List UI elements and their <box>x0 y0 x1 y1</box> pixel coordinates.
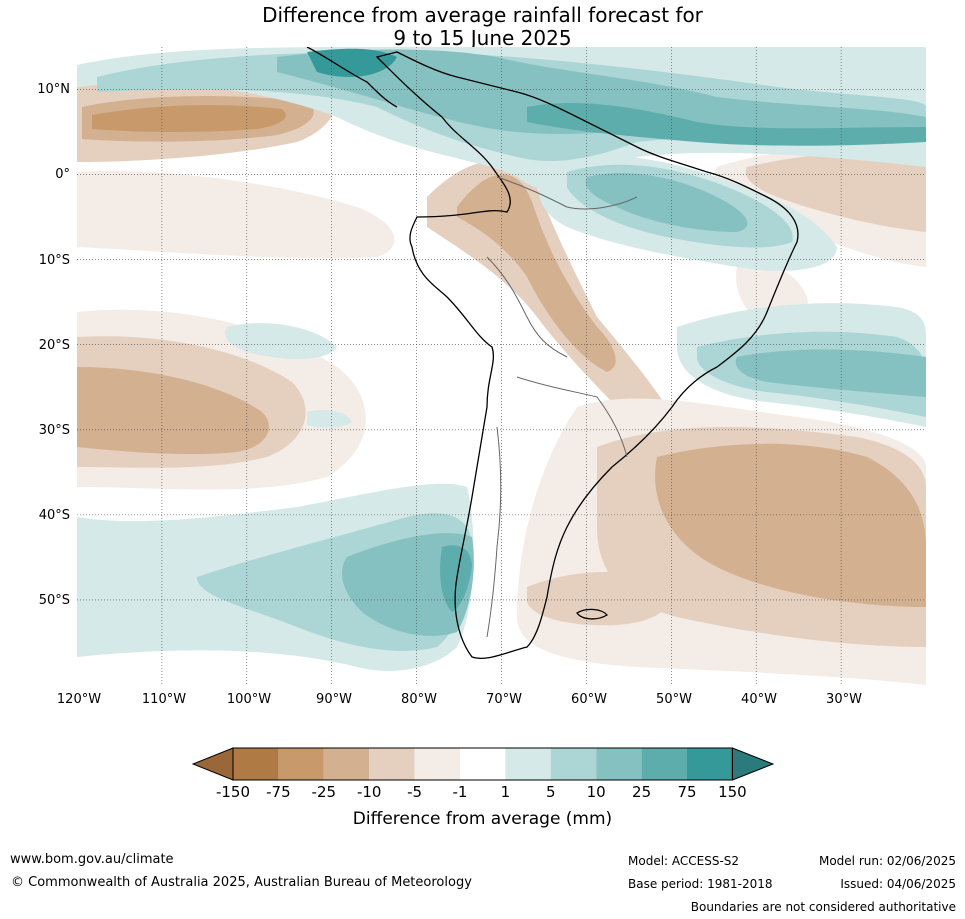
lon-label-40w: 40°W <box>741 692 777 707</box>
lat-label-50s: 50°S <box>38 593 70 608</box>
colorbar-swatch <box>233 748 279 780</box>
colorbar-tick-label: -1 <box>452 783 468 801</box>
lat-label-10s: 10°S <box>38 253 70 268</box>
colorbar-under-arrow <box>191 747 234 781</box>
dry-faint-east-pacific <box>77 171 395 259</box>
lon-label-90w: 90°W <box>316 692 352 707</box>
boundary-northern <box>496 176 638 210</box>
title-line-1: Difference from average rainfall forecas… <box>262 3 703 27</box>
dry-core-southern-tip <box>527 572 670 626</box>
model-run-date: Model run: 02/06/2025 <box>818 854 956 868</box>
colorbar-swatch <box>369 748 415 780</box>
boundary-andes-east <box>486 256 568 358</box>
wet-mid-north <box>527 102 926 146</box>
colorbar-swatch <box>414 748 460 780</box>
lat-label-20s: 20°S <box>38 338 70 353</box>
lon-label-60w: 60°W <box>571 692 607 707</box>
dry-core-equatorial-atlantic <box>745 152 926 232</box>
colorbar <box>191 747 775 785</box>
lat-label-10n: 10°N <box>37 82 70 97</box>
dry-core-andes <box>457 174 616 372</box>
colorbar-title: Difference from average (mm) <box>352 809 613 829</box>
website-link[interactable]: www.bom.gov.au/climate <box>10 852 174 867</box>
wet-peak-southern-chile <box>440 545 472 612</box>
map-canvas <box>77 47 926 685</box>
south-america-coastline <box>375 51 799 659</box>
colorbar-tick-label: 10 <box>586 783 606 801</box>
colorbar-swatch <box>596 748 642 780</box>
wet-peak-north <box>307 48 397 77</box>
colorbar-tick-label: 25 <box>632 783 652 801</box>
lon-label-80w: 80°W <box>401 692 437 707</box>
lon-label-30w: 30°W <box>826 692 862 707</box>
colorbar-tick-label: -5 <box>407 783 423 801</box>
boundary-chile-argentina <box>486 426 502 638</box>
base-period: Base period: 1981-2018 <box>628 877 773 891</box>
country-boundaries <box>486 176 638 638</box>
colorbar-tick-label: -25 <box>311 783 337 801</box>
lat-label-40s: 40°S <box>38 508 70 523</box>
dry-strong-south-atlantic <box>655 443 926 607</box>
map-title: Difference from average rainfall forecas… <box>0 4 965 50</box>
colorbar-tick-label: -150 <box>215 783 251 801</box>
gridlines <box>77 47 926 685</box>
lon-label-50w: 50°W <box>656 692 692 707</box>
wet-strong-amazon <box>585 173 748 232</box>
colorbar-tick-label: 150 <box>718 783 747 801</box>
colorbar-frame <box>232 747 733 781</box>
wet-patch-south-pacific-central <box>225 323 337 359</box>
colorbar-tick-label: -75 <box>266 783 291 801</box>
wet-strong-southeast-brazil <box>735 349 926 397</box>
lon-label-100w: 100°W <box>226 692 272 707</box>
lon-label-120w: 120°W <box>56 692 102 707</box>
colorbar-swatch <box>278 748 324 780</box>
colorbar-swatch <box>687 748 733 780</box>
copyright-notice: © Commonwealth of Australia 2025, Austra… <box>11 875 472 890</box>
colorbar-swatch <box>460 748 506 780</box>
colorbar-over-arrow <box>731 747 775 781</box>
lat-label-30s: 30°S <box>38 423 70 438</box>
colorbar-tick-label: 5 <box>546 783 556 801</box>
coastlines <box>306 47 799 659</box>
lon-label-110w: 110°W <box>141 692 187 707</box>
colorbar-tick-label: 75 <box>677 783 697 801</box>
colorbar-swatch <box>550 748 597 780</box>
central-america-coastline <box>306 47 398 108</box>
wet-patch-south-pacific-east <box>307 410 352 428</box>
colorbar-swatch <box>323 748 370 780</box>
colorbar-swatch <box>641 748 687 780</box>
colorbar-tick-label: -10 <box>356 783 382 801</box>
colorbar-tick-label: 1 <box>500 783 511 801</box>
dry-strong-north-pacific <box>92 105 286 132</box>
title-line-2: 9 to 15 June 2025 <box>393 26 572 50</box>
falkland-islands-coastline <box>576 608 608 620</box>
colorbar-swatch <box>505 748 551 780</box>
lon-label-70w: 70°W <box>486 692 522 707</box>
dry-strong-south-pacific <box>77 367 269 455</box>
colorbar-swatches <box>191 747 775 781</box>
issued-date: Issued: 04/06/2025 <box>840 877 956 891</box>
model-name: Model: ACCESS-S2 <box>628 854 740 868</box>
rainfall-map <box>77 47 926 685</box>
boundary-southern-cone <box>516 376 628 458</box>
lat-label-0: 0° <box>55 167 70 182</box>
boundaries-disclaimer: Boundaries are not considered authoritat… <box>690 900 956 914</box>
